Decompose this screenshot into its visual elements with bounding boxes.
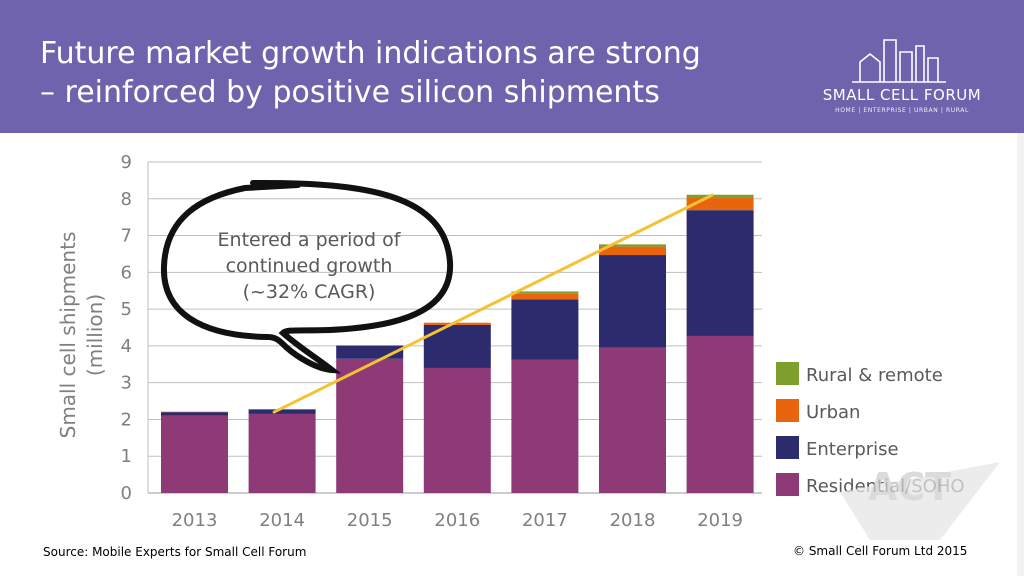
city-skyline-icon: [852, 39, 946, 83]
bar-segment: [161, 411, 228, 413]
act-watermark: ACT: [840, 462, 1000, 540]
header-banner: Future market growth indications are str…: [0, 0, 1024, 133]
bar-segment: [336, 345, 404, 346]
y-tick-label: 8: [121, 189, 132, 210]
y-tick-label: 2: [121, 409, 132, 430]
bar-segment: [511, 293, 579, 300]
legend-label: Rural & remote: [806, 365, 943, 386]
copyright-note: © Small Cell Forum Ltd 2015: [793, 544, 968, 558]
y-axis-ticks: 0 1 2 3 4 5 6 7 8 9: [121, 152, 132, 504]
y-axis-label-line-1: Small cell shipments: [56, 232, 80, 439]
bar-segment: [599, 244, 666, 247]
title-line-2: – reinforced by positive silicon shipmen…: [40, 75, 660, 110]
slide-title: Future market growth indications are str…: [40, 34, 780, 112]
bar-segment: [686, 210, 754, 336]
bar-segment: [161, 415, 228, 493]
logo-name: SMALL CELL FORUM: [822, 86, 982, 104]
x-tick-label: 2016: [434, 510, 480, 531]
x-tick-label: 2019: [697, 510, 743, 531]
callout-bubble: [160, 179, 454, 374]
annotation-line-3: (~32% CAGR): [243, 281, 376, 303]
x-tick-label: 2013: [172, 510, 218, 531]
y-tick-label: 9: [121, 152, 132, 173]
y-tick-label: 1: [121, 446, 132, 467]
bar-segment: [248, 409, 316, 414]
bar-segment: [161, 412, 228, 416]
annotation-line-1: Entered a period of: [218, 229, 402, 251]
bar-segment: [423, 322, 491, 325]
legend-swatch: [776, 473, 799, 496]
x-axis-ticks: 2013 2014 2015 2016 2017 2018 2019: [172, 510, 743, 531]
legend-swatch: [776, 362, 799, 385]
bar-segment: [599, 347, 666, 493]
bar-segment: [511, 359, 579, 493]
x-tick-label: 2014: [259, 510, 305, 531]
annotation-callout: Entered a period of continued growth (~3…: [160, 179, 454, 374]
x-tick-label: 2018: [610, 510, 656, 531]
title-line-1: Future market growth indications are str…: [40, 36, 701, 71]
y-tick-label: 5: [121, 299, 132, 320]
bar-segment: [423, 367, 491, 493]
legend-swatch: [776, 436, 799, 459]
bar-segment: [599, 255, 666, 348]
trend-line: [272, 193, 714, 414]
annotation-line-2: continued growth: [226, 255, 393, 277]
legend-label: Enterprise: [806, 439, 899, 460]
y-axis-label-line-2: (million): [83, 294, 107, 376]
slide-edge: [1017, 133, 1024, 576]
bar-segment: [511, 291, 579, 294]
y-tick-label: 6: [121, 262, 132, 283]
bar-segment: [248, 413, 316, 493]
small-cell-forum-logo: SMALL CELL FORUM HOME | ENTERPRISE | URB…: [812, 30, 992, 120]
y-tick-label: 0: [121, 483, 132, 504]
x-tick-label: 2017: [522, 510, 568, 531]
bar-segment: [511, 299, 579, 360]
bar-segment: [686, 194, 754, 199]
bar-segment: [599, 246, 666, 256]
bar-segment: [686, 335, 754, 493]
legend-swatch: [776, 399, 799, 422]
y-tick-label: 7: [121, 226, 132, 247]
y-tick-label: 4: [121, 336, 132, 357]
watermark-text: ACT: [868, 465, 951, 509]
bar-segment: [336, 358, 404, 493]
bars: [161, 194, 754, 493]
logo-tagline: HOME | ENTERPRISE | URBAN | RURAL: [835, 107, 969, 114]
x-tick-label: 2015: [347, 510, 393, 531]
y-tick-label: 3: [121, 373, 132, 394]
legend-label: Urban: [806, 402, 860, 423]
source-note: Source: Mobile Experts for Small Cell Fo…: [43, 545, 307, 559]
